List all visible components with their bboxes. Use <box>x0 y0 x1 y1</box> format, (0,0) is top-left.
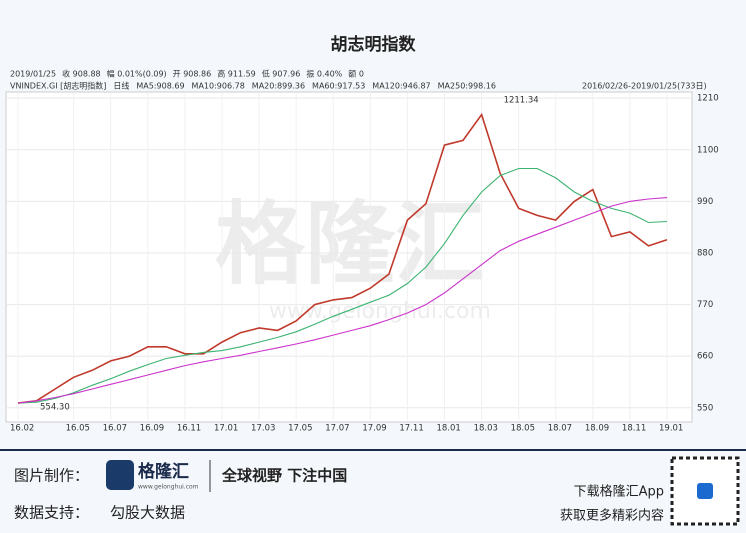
logo-url: www.gelonghui.com <box>138 484 199 491</box>
info-item: 振 0.40% <box>306 69 342 79</box>
x-tick-label: 16.11 <box>177 424 201 434</box>
x-tick-label: 18.05 <box>511 424 535 434</box>
data-source: 勾股大数据 <box>110 504 185 522</box>
y-tick-label: 880 <box>697 248 713 258</box>
x-tick-label: 17.05 <box>288 424 312 434</box>
x-tick-label: 17.09 <box>362 424 386 434</box>
x-tick-label: 17.03 <box>251 424 275 434</box>
legend-item: MA120:946.87 <box>372 82 430 91</box>
legend-item: MA10:906.78 <box>192 82 245 91</box>
legend-item: 日线 <box>113 81 129 91</box>
info-item: 幅 0.01%(0.09) <box>107 69 167 79</box>
logo: 格隆汇 <box>138 461 189 482</box>
y-tick-label: 990 <box>697 197 713 207</box>
x-tick-label: 17.11 <box>399 424 423 434</box>
plot-area <box>5 91 693 423</box>
y-tick-label: 660 <box>697 352 713 362</box>
annotation: 554.30 <box>40 403 70 413</box>
info-item: 开 908.86 <box>173 70 212 79</box>
made-by: 图片制作： <box>14 467 89 485</box>
series-line <box>17 167 668 404</box>
watermark-url: www.gelonghui.com <box>269 299 491 324</box>
data-by: 数据支持： <box>14 504 89 522</box>
legend-item: MA5:908.69 <box>136 82 184 91</box>
x-tick-label: 18.07 <box>548 424 572 434</box>
qr-logo <box>697 483 713 499</box>
x-tick-label: 17.01 <box>214 424 238 434</box>
more: 获取更多精彩内容 <box>560 508 664 524</box>
info-item: 2019/01/25 <box>10 70 56 79</box>
info-item: 低 907.96 <box>262 69 301 79</box>
y-tick-label: 770 <box>697 300 713 310</box>
x-tick-label: 18.03 <box>474 424 498 434</box>
x-tick-label: 18.09 <box>585 424 609 434</box>
legend-item: MA250:998.16 <box>438 82 496 91</box>
x-tick-label: 18.01 <box>436 424 460 434</box>
series-line <box>17 197 668 404</box>
info-item: 额 0 <box>348 69 364 79</box>
legend-item: MA20:899.36 <box>252 82 305 91</box>
legend-item: MA60:917.53 <box>312 82 365 91</box>
x-tick-label: 16.07 <box>103 424 127 434</box>
x-tick-label: 16.09 <box>140 424 164 434</box>
watermark: 格隆汇 <box>215 192 485 297</box>
info-item: 收 908.88 <box>62 69 101 79</box>
chart-title: 胡志明指数 <box>331 34 417 55</box>
legend-item: VNINDEX.GI [胡志明指数] <box>10 81 106 91</box>
series-line <box>17 112 668 404</box>
y-tick-label: 1210 <box>697 94 719 104</box>
x-tick-label: 18.11 <box>622 424 646 434</box>
x-tick-label: 19.01 <box>659 424 683 434</box>
y-tick-label: 1100 <box>697 145 719 155</box>
x-tick-label: 16.02 <box>10 424 34 434</box>
logo-icon <box>106 460 134 490</box>
app: 下载格隆汇App <box>574 484 664 500</box>
range-label: 2016/02/26-2019/01/25(733日) <box>582 82 707 91</box>
y-tick-label: 550 <box>697 403 713 413</box>
info-item: 高 911.59 <box>217 69 256 79</box>
x-tick-label: 17.07 <box>325 424 349 434</box>
slogan: 全球视野 下注中国 <box>221 467 347 485</box>
annotation: 1211.34 <box>504 96 539 106</box>
x-tick-label: 16.05 <box>66 424 90 434</box>
